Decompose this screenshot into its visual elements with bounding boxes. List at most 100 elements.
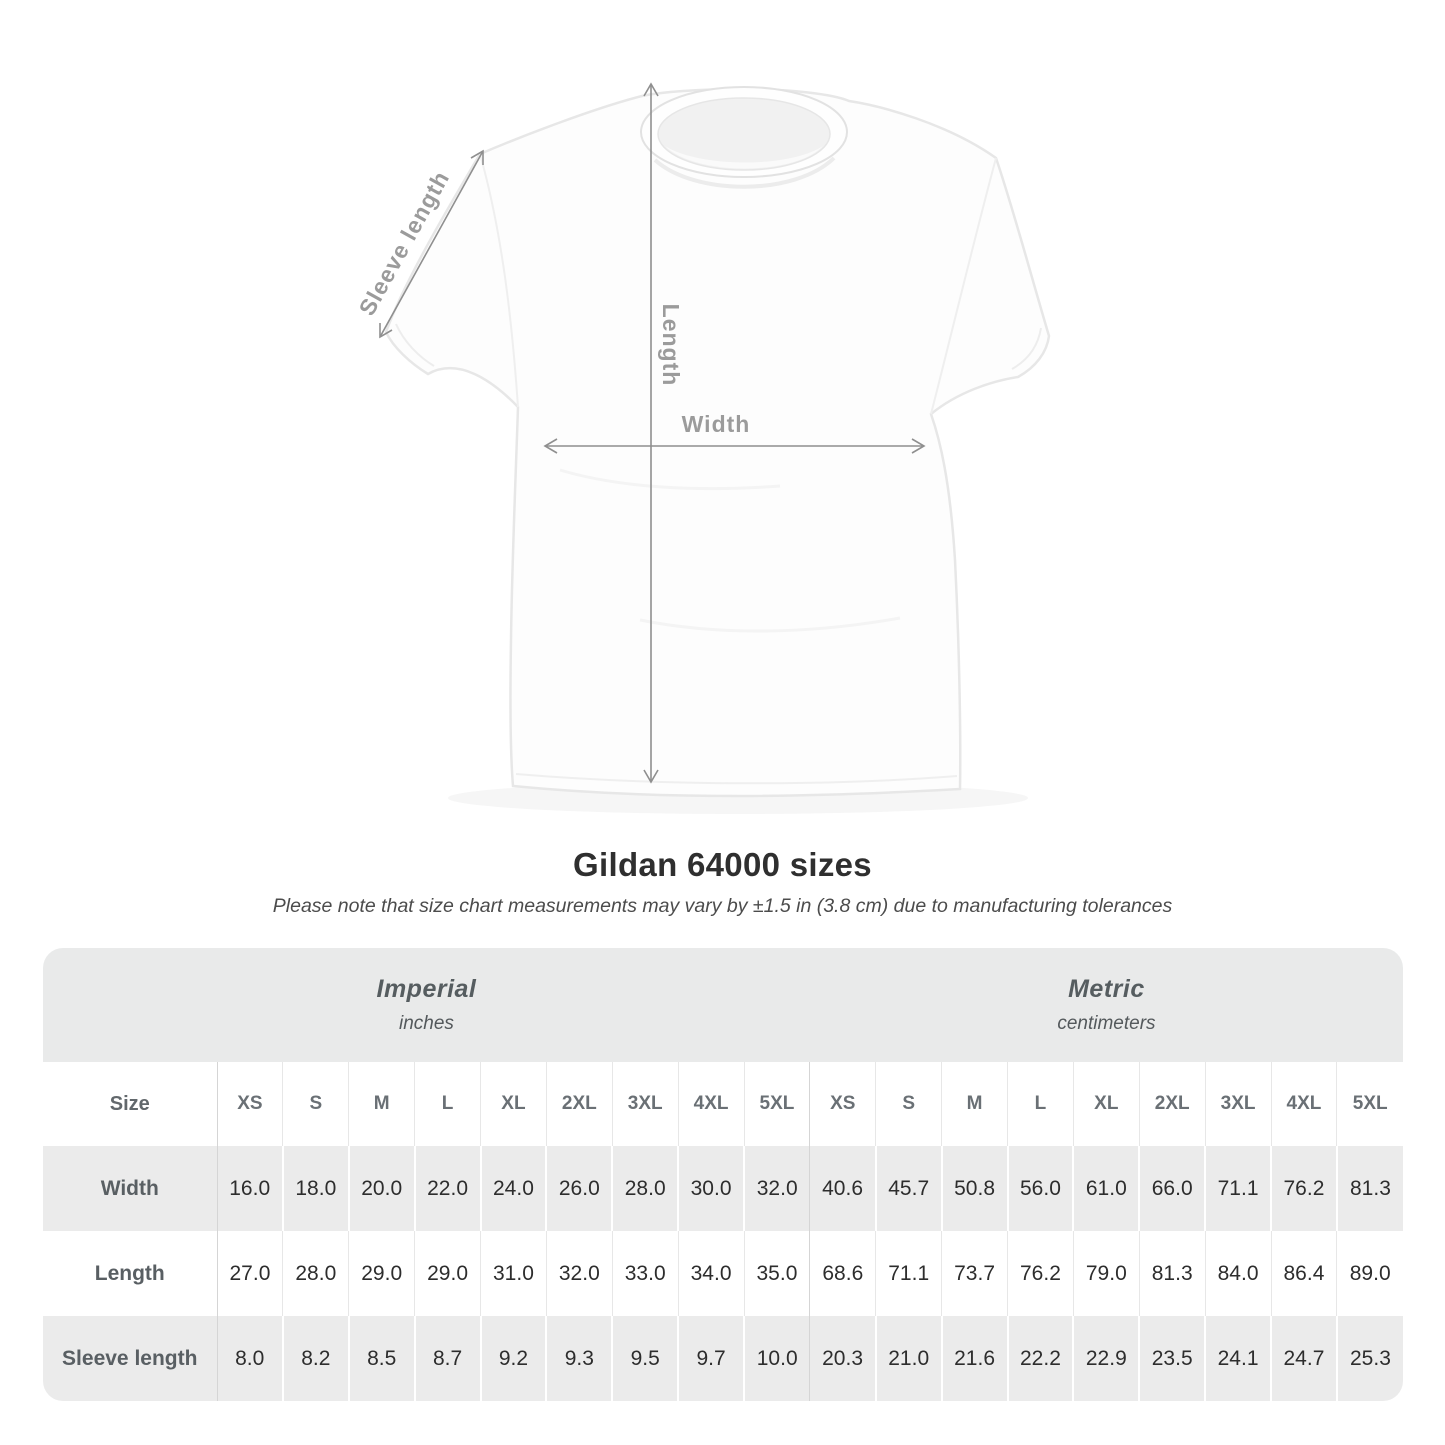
value-cell: 84.0 [1204, 1231, 1271, 1316]
row-label-sleeve-length: Sleeve length [62, 1346, 198, 1370]
sleeve-length-arrow [379, 149, 484, 339]
value-cell: 71.1 [1204, 1146, 1271, 1231]
size-col-header: XL [480, 1062, 547, 1146]
value-cell: 30.0 [677, 1146, 744, 1231]
value-cell: 26.0 [545, 1146, 613, 1231]
size-col-header: XS [216, 1062, 283, 1146]
value-cell: 9.5 [611, 1316, 679, 1401]
value-cell: 25.3 [1335, 1316, 1403, 1401]
collar-opening [657, 97, 831, 171]
collar-back-panel [665, 146, 823, 169]
size-col-header: S [875, 1062, 942, 1146]
size-col-header: S [282, 1062, 349, 1146]
value-cell: 27.0 [216, 1231, 283, 1316]
size-col-header: 5XL [1336, 1062, 1403, 1146]
value-cell: 10.0 [743, 1316, 810, 1401]
value-cell: 76.2 [1007, 1231, 1074, 1316]
value-cell: 76.2 [1270, 1146, 1337, 1231]
hem-stitch [515, 773, 958, 785]
size-col-header: L [1007, 1062, 1074, 1146]
value-cell: 66.0 [1138, 1146, 1206, 1231]
value-cell: 81.3 [1138, 1231, 1206, 1316]
value-cell: 24.1 [1204, 1316, 1271, 1401]
size-col-header: M [348, 1062, 415, 1146]
size-col-header: XL [1072, 1062, 1140, 1146]
value-cell: 22.2 [1006, 1316, 1074, 1401]
value-cell: 31.0 [480, 1231, 547, 1316]
right-cuff-stitch [1011, 327, 1042, 370]
size-col-header: 5XL [743, 1062, 810, 1146]
width-label: Width [682, 411, 751, 437]
value-cell: 33.0 [611, 1231, 679, 1316]
value-cell: 8.2 [281, 1316, 349, 1401]
tshirt-shape [384, 86, 1051, 798]
size-col-header: 2XL [545, 1062, 613, 1146]
value-cell: 29.0 [348, 1231, 415, 1316]
value-cell: 16.0 [216, 1146, 283, 1231]
length-row: Length 27.0 28.0 29.0 29.0 31.0 32.0 33.0 34.0 3… [43, 1231, 1403, 1316]
row-label-width: Width [100, 1176, 159, 1200]
page-title: Gildan 64000 sizes [573, 846, 872, 883]
tshirt-outline [384, 87, 1051, 798]
collar-shadow [653, 156, 836, 189]
left-sleeve-seam [479, 153, 519, 408]
length-arrow [643, 82, 659, 784]
value-cell: 45.7 [874, 1146, 942, 1231]
wrinkle [639, 616, 901, 633]
size-col-header: 2XL [1138, 1062, 1206, 1146]
size-col-header: 4XL [677, 1062, 744, 1146]
value-cell: 71.1 [875, 1231, 942, 1316]
value-cell: 24.0 [479, 1146, 547, 1231]
value-cell: 56.0 [1006, 1146, 1074, 1231]
value-cell: 21.0 [874, 1316, 942, 1401]
size-table: Imperial inches Metric centimeters Size … [43, 948, 1403, 1401]
value-cell: 8.7 [413, 1316, 481, 1401]
value-cell: 8.5 [347, 1316, 415, 1401]
value-cell: 89.0 [1336, 1231, 1403, 1316]
value-cell: 22.0 [413, 1146, 481, 1231]
value-cell: 9.3 [545, 1316, 613, 1401]
size-col-header: L [414, 1062, 481, 1146]
left-cuff-stitch [395, 323, 435, 367]
imperial-label: Imperial [376, 975, 477, 1003]
value-cell: 8.0 [216, 1316, 283, 1401]
metric-unit: centimeters [1057, 1013, 1156, 1034]
value-cell: 20.3 [809, 1316, 876, 1401]
wrinkle [559, 468, 781, 491]
value-cell: 32.0 [743, 1146, 810, 1231]
value-cell: 20.0 [347, 1146, 415, 1231]
page-subtitle: Please note that size chart measurements… [272, 895, 1173, 917]
value-cell: 28.0 [282, 1231, 349, 1316]
value-cell: 23.5 [1138, 1316, 1206, 1401]
value-cell: 22.9 [1072, 1316, 1140, 1401]
imperial-unit: inches [398, 1013, 454, 1034]
imperial-group-header: Imperial inches [43, 948, 810, 1062]
value-cell: 79.0 [1072, 1231, 1140, 1316]
value-cell: 61.0 [1072, 1146, 1140, 1231]
metric-label: Metric [1068, 975, 1145, 1003]
value-cell: 18.0 [281, 1146, 349, 1231]
tshirt-diagram: Length Width Sleeve length [353, 82, 1051, 798]
size-col-header: 4XL [1270, 1062, 1337, 1146]
value-cell: 21.6 [940, 1316, 1008, 1401]
value-cell: 32.0 [545, 1231, 613, 1316]
value-cell: 40.6 [809, 1146, 876, 1231]
metric-group-header: Metric centimeters [809, 948, 1403, 1062]
size-col-header: 3XL [1204, 1062, 1271, 1146]
width-arrow [543, 438, 926, 454]
size-col-header: XS [809, 1062, 876, 1146]
size-table-container: Imperial inches Metric centimeters Size … [43, 948, 1403, 1401]
row-label-length: Length [94, 1261, 165, 1285]
value-cell: 9.2 [479, 1316, 547, 1401]
value-cell: 81.3 [1335, 1146, 1403, 1231]
size-column-header: Size [43, 1062, 217, 1146]
value-cell: 29.0 [414, 1231, 481, 1316]
value-cell: 9.7 [677, 1316, 744, 1401]
size-header-row: Size XS S M L XL 2XL 3XL 4XL 5XL XS S M L XL 2XL 3XL 4XL… [43, 1062, 1403, 1146]
value-cell: 50.8 [940, 1146, 1008, 1231]
value-cell: 24.7 [1270, 1316, 1337, 1401]
value-cell: 28.0 [611, 1146, 679, 1231]
tshirt-svg: Length Width Sleeve length [353, 82, 1051, 798]
value-cell: 35.0 [743, 1231, 810, 1316]
right-sleeve-seam [930, 157, 997, 415]
